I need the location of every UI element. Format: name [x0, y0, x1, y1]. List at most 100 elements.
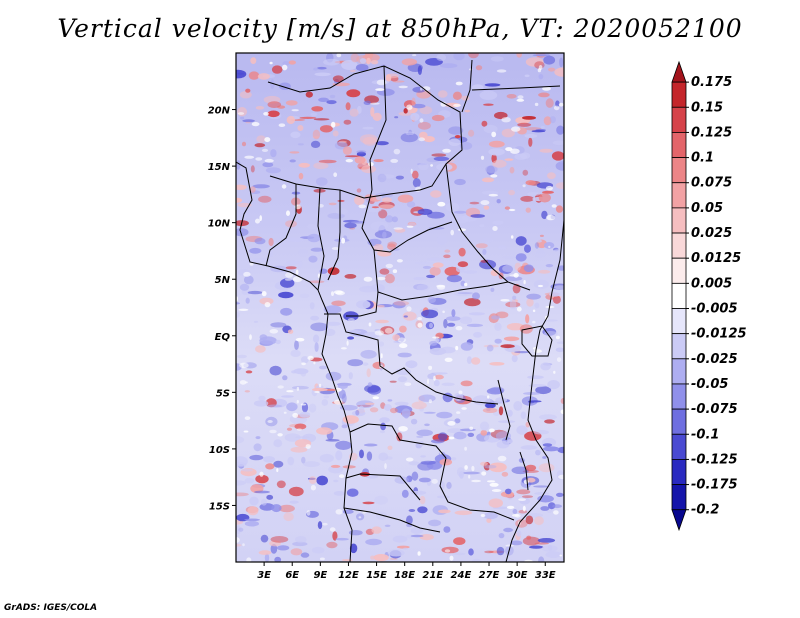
field-speckle — [276, 468, 279, 473]
field-speckle — [297, 428, 302, 431]
field-speckle — [556, 341, 564, 344]
field-speckle — [356, 300, 371, 309]
field-speckle — [507, 409, 513, 417]
field-speckle — [400, 132, 418, 143]
field-speckle — [496, 546, 505, 556]
colorbar-legend: 0.175 0.15 0.125 0.1 0.075 0.05 0.025 0.0125 0.0… — [671, 60, 747, 532]
field-speckle — [298, 172, 304, 180]
colorbar-bin — [671, 60, 687, 83]
field-speckle — [290, 349, 301, 357]
field-speckle — [269, 429, 277, 434]
field-speckle — [458, 390, 463, 395]
field-speckle — [273, 439, 283, 448]
field-speckle — [284, 433, 301, 442]
y-tick-label: 5N — [215, 275, 231, 286]
field-speckle — [436, 285, 446, 290]
field-speckle — [430, 190, 442, 198]
field-speckle — [236, 354, 247, 359]
field-speckle — [429, 322, 433, 329]
field-speckle — [523, 280, 526, 285]
field-speckle — [281, 395, 294, 398]
field-speckle — [354, 195, 365, 206]
field-speckle — [542, 86, 551, 91]
field-speckle — [553, 510, 559, 515]
field-speckle — [259, 471, 264, 477]
field-speckle — [552, 295, 561, 304]
field-speckle — [504, 276, 523, 281]
field-speckle — [365, 53, 373, 60]
colorbar-label: 0.025 — [691, 226, 732, 241]
field-speckle — [455, 326, 463, 331]
x-tick-label: 21E — [422, 570, 443, 581]
field-speckle — [450, 457, 457, 461]
field-speckle — [511, 126, 521, 132]
field-speckle — [265, 167, 281, 174]
field-speckle — [548, 245, 551, 249]
field-speckle — [463, 270, 478, 274]
field-speckle — [310, 484, 316, 491]
field-speckle — [397, 194, 414, 203]
x-tick-label: 9E — [313, 570, 327, 581]
field-speckle — [431, 372, 448, 375]
x-tick-label: 12E — [338, 570, 359, 581]
field-speckle — [349, 69, 356, 73]
field-speckle — [237, 107, 248, 117]
field-speckle — [331, 291, 334, 296]
field-speckle — [332, 130, 339, 137]
x-tick-label: 30E — [507, 570, 528, 581]
coastlines-and-borders — [236, 59, 564, 562]
field-speckle — [290, 548, 303, 556]
field-speckle — [385, 263, 393, 269]
y-tick-label: 20N — [208, 106, 231, 117]
field-speckle — [359, 134, 378, 145]
field-speckle — [559, 57, 564, 68]
field-speckle — [490, 269, 499, 277]
field-speckle — [241, 468, 253, 472]
field-speckle — [534, 242, 540, 249]
field-speckle — [321, 399, 329, 406]
field-speckle — [411, 471, 419, 481]
field-speckle — [401, 489, 409, 498]
field-speckle — [402, 311, 417, 321]
field-speckle — [507, 439, 513, 444]
field-speckle — [446, 316, 461, 321]
field-speckle — [446, 481, 452, 490]
field-speckle — [378, 204, 395, 209]
field-speckle — [503, 527, 513, 533]
field-speckle — [454, 135, 461, 139]
field-speckle — [299, 293, 310, 298]
field-speckle — [417, 65, 422, 75]
colorbar-bin — [671, 81, 687, 108]
field-speckle — [246, 557, 252, 562]
field-speckle — [546, 214, 556, 221]
field-speckle — [526, 298, 534, 307]
field-speckle — [299, 116, 317, 119]
field-speckle — [305, 444, 311, 449]
field-speckle — [269, 540, 281, 547]
field-speckle — [271, 504, 282, 513]
colorbar-bin — [671, 459, 687, 485]
field-speckle — [427, 296, 436, 303]
field-speckle — [325, 439, 340, 442]
field-speckle — [488, 148, 505, 156]
field-speckle — [250, 57, 257, 64]
field-speckle — [405, 360, 418, 369]
field-speckle — [237, 112, 245, 115]
field-speckle — [380, 422, 386, 431]
field-speckle — [323, 274, 330, 283]
field-speckle — [319, 365, 327, 370]
field-speckle — [312, 387, 328, 392]
field-speckle — [555, 335, 560, 340]
field-speckle — [236, 228, 249, 237]
field-speckle — [261, 148, 269, 152]
field-speckle — [438, 509, 451, 514]
field-speckle — [429, 347, 447, 356]
colorbar-label: -0.075 — [691, 402, 738, 417]
field-speckle — [249, 247, 262, 254]
field-speckle — [296, 400, 299, 404]
field-speckle — [437, 201, 446, 207]
field-speckle — [443, 318, 448, 329]
colorbar-label: -0.0125 — [691, 327, 747, 342]
field-speckle — [301, 356, 309, 364]
